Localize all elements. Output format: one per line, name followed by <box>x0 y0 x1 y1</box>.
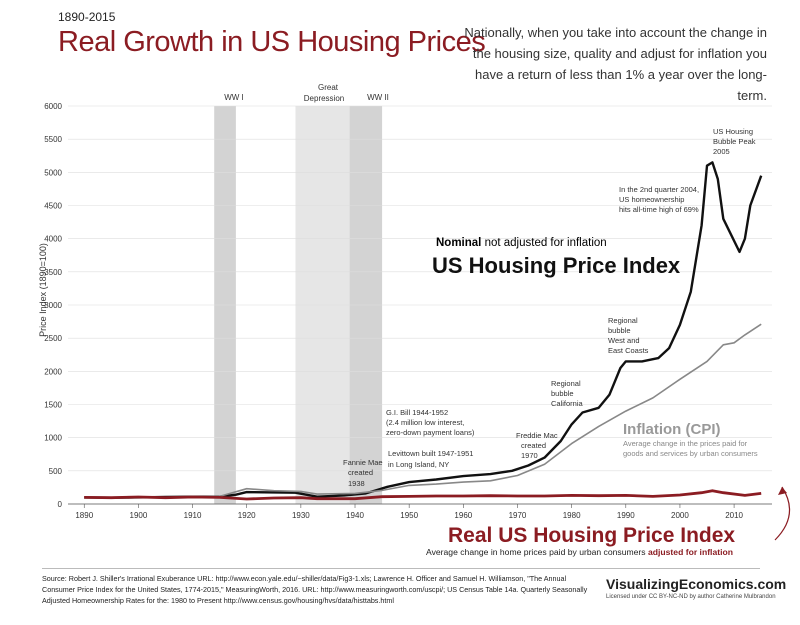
svg-text:created: created <box>348 468 373 477</box>
real-arrowhead <box>778 487 787 495</box>
x-tick-label: 1910 <box>184 511 202 520</box>
svg-text:California: California <box>551 399 584 408</box>
x-tick-label: 1950 <box>400 511 418 520</box>
svg-text:in Long Island, NY: in Long Island, NY <box>388 460 449 469</box>
svg-text:Freddie Mac: Freddie Mac <box>516 431 558 440</box>
y-axis-label: Price Index (1890=100) <box>38 243 48 337</box>
nominal-title: US Housing Price Index <box>432 253 681 278</box>
svg-text:Regional: Regional <box>551 379 581 388</box>
page-title: Real Growth in US Housing Prices <box>58 26 486 58</box>
x-tick-label: 1920 <box>238 511 256 520</box>
svg-text:East Coasts: East Coasts <box>608 346 649 355</box>
annotation-california: Regional bubble California <box>551 379 584 408</box>
svg-text:In the 2nd quarter 2004,: In the 2nd quarter 2004, <box>619 185 699 194</box>
source-note: Source: Robert J. Shiller's Irrational E… <box>42 574 588 605</box>
y-tick-label: 3500 <box>44 268 62 277</box>
grid <box>68 105 772 505</box>
license-note: Licensed under CC BY-NC-ND by author Cat… <box>606 594 776 600</box>
x-tick-label: 1980 <box>563 511 581 520</box>
annotation-fannie: Fannie Mae created 1938 <box>343 458 383 488</box>
footer-divider <box>42 568 760 569</box>
annotation-homeownership: In the 2nd quarter 2004, US homeownershi… <box>619 185 699 214</box>
annotation-levittown: Levittown built 1947-1951 in Long Island… <box>388 449 473 469</box>
x-tick-label: 1960 <box>454 511 472 520</box>
svg-text:G.I. Bill 1944-1952: G.I. Bill 1944-1952 <box>386 408 448 417</box>
nominal-suffix: not adjusted for inflation <box>481 237 606 249</box>
svg-text:US homeownership: US homeownership <box>619 195 684 204</box>
real-desc-line: Average change in home prices paid by ur… <box>426 547 733 557</box>
period-label-ww1: WW I <box>224 93 244 102</box>
period-label-depression-1: Great <box>318 83 339 92</box>
intro-text: Nationally, when you take into account t… <box>464 25 767 103</box>
annotation-west-east: Regional bubble West and East Coasts <box>608 316 649 355</box>
cpi-title: Inflation (CPI) <box>623 421 721 438</box>
y-tick-label: 2000 <box>44 367 62 376</box>
x-tick-label: 1900 <box>130 511 148 520</box>
svg-text:1970: 1970 <box>521 451 538 460</box>
x-tick-label: 2000 <box>671 511 689 520</box>
y-tick-label: 4500 <box>44 202 62 211</box>
series-line <box>84 489 762 501</box>
housing-chart: 0 500 1000 1500 2000 2500 3000 3500 4000 4500 5000… <box>44 83 791 557</box>
x-tick-label: 1970 <box>509 511 527 520</box>
period-label-ww2: WW II <box>367 93 389 102</box>
svg-text:1938: 1938 <box>348 479 365 488</box>
series-line <box>84 323 762 499</box>
y-tick-label: 5500 <box>44 135 62 144</box>
svg-text:zero-down payment loans): zero-down payment loans) <box>386 428 475 437</box>
y-tick-label: 2500 <box>44 334 62 343</box>
svg-text:created: created <box>521 441 546 450</box>
y-tick-label: 1000 <box>44 434 62 443</box>
x-tick-label: 2010 <box>725 511 743 520</box>
nominal-label-line: Nominal not adjusted for inflation <box>436 237 607 249</box>
axis-ticks: 0 500 1000 1500 2000 2500 3000 3500 4000 4500 5000… <box>44 102 743 520</box>
x-tick-label: 1930 <box>292 511 310 520</box>
series-lines <box>84 161 763 501</box>
y-tick-label: 0 <box>58 500 63 509</box>
svg-text:West and: West and <box>608 336 640 345</box>
svg-text:Levittown built 1947-1951: Levittown built 1947-1951 <box>388 449 473 458</box>
y-tick-label: 4000 <box>44 235 62 244</box>
subtitle-years: 1890-2015 <box>58 10 116 24</box>
svg-text:Bubble Peak: Bubble Peak <box>713 137 756 146</box>
y-tick-label: 500 <box>49 467 63 476</box>
real-title: Real US Housing Price Index <box>448 524 735 547</box>
svg-text:bubble: bubble <box>608 326 631 335</box>
real-desc-bold: adjusted for inflation <box>648 547 733 557</box>
svg-text:Fannie Mae: Fannie Mae <box>343 458 383 467</box>
y-tick-label: 1500 <box>44 401 62 410</box>
cpi-desc-1: Average change in the prices paid for <box>623 439 748 448</box>
x-tick-label: 1940 <box>346 511 364 520</box>
y-tick-label: 6000 <box>44 102 62 111</box>
nominal-prefix: Nominal <box>436 237 481 249</box>
period-label-depression-2: Depression <box>304 94 344 103</box>
y-tick-label: 3000 <box>44 301 62 310</box>
svg-text:bubble: bubble <box>551 389 574 398</box>
series-line <box>84 161 763 499</box>
annotation-gi-bill: G.I. Bill 1944-1952 (2.4 million low int… <box>386 408 475 437</box>
svg-text:(2.4 million low interest,: (2.4 million low interest, <box>386 418 464 427</box>
svg-text:Regional: Regional <box>608 316 638 325</box>
y-tick-label: 5000 <box>44 168 62 177</box>
annotation-freddie: Freddie Mac created 1970 <box>516 431 558 460</box>
x-tick-label: 1890 <box>75 511 93 520</box>
x-tick-label: 1990 <box>617 511 635 520</box>
svg-text:hits all-time high of 69%: hits all-time high of 69% <box>619 205 699 214</box>
real-arrow <box>774 486 791 541</box>
svg-text:US Housing: US Housing <box>713 127 753 136</box>
cpi-desc-2: goods and services by urban consumers <box>623 449 758 458</box>
svg-text:2005: 2005 <box>713 147 730 156</box>
brand-link[interactable]: VisualizingEconomics.com <box>606 576 787 592</box>
real-desc: Average change in home prices paid by ur… <box>426 547 646 557</box>
annotation-bubble-peak: US Housing Bubble Peak 2005 <box>713 127 756 156</box>
